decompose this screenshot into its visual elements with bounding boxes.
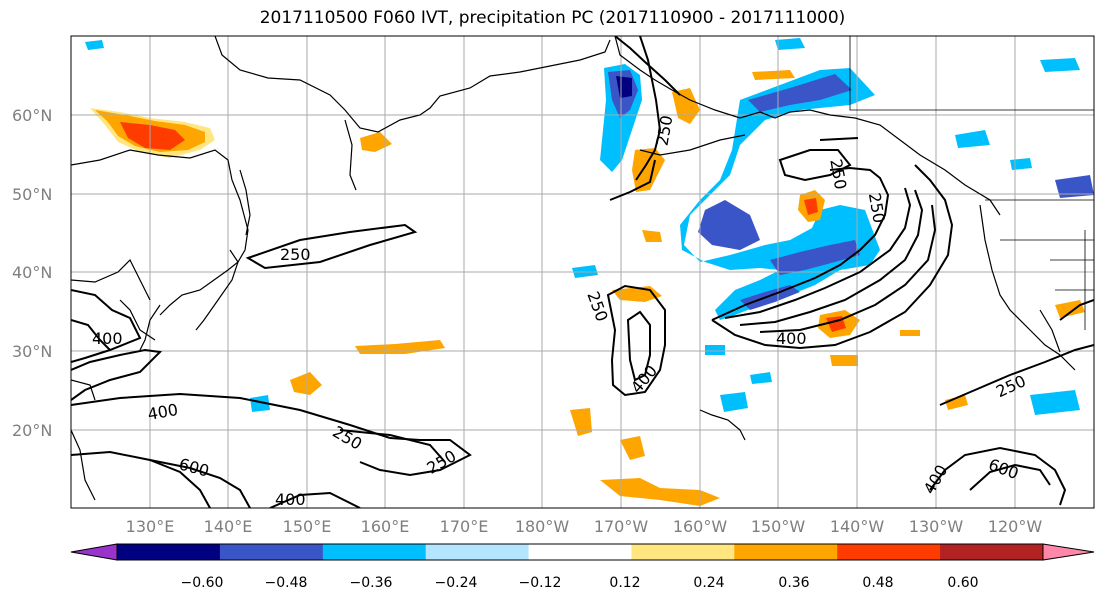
colorbar-segment <box>837 544 941 560</box>
colorbar-segment <box>117 544 221 560</box>
lat-label: 60°N <box>12 106 52 125</box>
lon-label: 170°E <box>440 517 489 536</box>
colorbar-segment <box>425 544 530 560</box>
colorbar-segment <box>528 544 632 560</box>
lat-label: 20°N <box>12 421 52 440</box>
lon-label: 130°W <box>909 517 964 536</box>
contour-label: 400 <box>92 329 123 348</box>
lon-label: 170°W <box>594 517 649 536</box>
colorbar-tick: −0.60 <box>181 575 224 591</box>
colorbar-extend-max <box>1042 543 1095 561</box>
colorbar-tick: 0.48 <box>862 575 893 591</box>
colorbar-segment <box>1043 544 1094 560</box>
latitude-labels: 60°N 50°N 40°N 30°N 20°N <box>12 106 52 440</box>
colorbar-segment <box>219 544 324 560</box>
colorbar-ticks: −0.60 −0.48 −0.36 −0.24 −0.12 0.12 0.24 … <box>181 575 979 591</box>
colorbar-segment <box>940 544 1044 560</box>
colorbar-tick: 0.24 <box>693 575 724 591</box>
contour-label: 250 <box>280 245 311 264</box>
colorbar-tick: −0.12 <box>519 575 562 591</box>
map-frame <box>70 35 1095 509</box>
boundaries <box>849 36 1094 330</box>
gridlines <box>71 36 1094 508</box>
lon-label: 150°W <box>751 517 806 536</box>
map-title: 2017110500 F060 IVT, precipitation PC (2… <box>259 8 846 28</box>
lat-label: 50°N <box>12 185 52 204</box>
lon-label: 160°E <box>361 517 410 536</box>
lon-label: 180°W <box>515 517 570 536</box>
ivt-contours <box>71 36 1094 508</box>
colorbar-tick: −0.36 <box>350 575 393 591</box>
colorbar-segment <box>71 544 117 560</box>
colorbar-tick: 0.60 <box>947 575 978 591</box>
contour-label: 400 <box>776 329 807 348</box>
colorbar-tick: 0.12 <box>609 575 640 591</box>
colorbar-segment <box>631 544 735 560</box>
coastlines <box>71 36 1076 501</box>
lon-label: 150°E <box>283 517 332 536</box>
colorbar-segment <box>734 544 838 560</box>
longitude-labels: 130°E 140°E 150°E 160°E 170°E 180°W 170°… <box>126 517 1043 536</box>
lon-label: 160°W <box>673 517 728 536</box>
lon-label: 120°W <box>988 517 1043 536</box>
colorbar: −0.60 −0.48 −0.36 −0.24 −0.12 0.12 0.24 … <box>70 543 1095 591</box>
lat-label: 40°N <box>12 263 52 282</box>
colorbar-tick: 0.36 <box>778 575 809 591</box>
lat-label: 30°N <box>12 342 52 361</box>
colorbar-segments <box>71 544 1094 560</box>
contour-label: 400 <box>275 490 306 509</box>
colorbar-segment <box>322 544 427 560</box>
lon-label: 140°E <box>204 517 253 536</box>
colorbar-tick: −0.48 <box>265 575 308 591</box>
lon-label: 140°W <box>830 517 885 536</box>
lon-label: 130°E <box>126 517 175 536</box>
colorbar-tick: −0.24 <box>435 575 478 591</box>
